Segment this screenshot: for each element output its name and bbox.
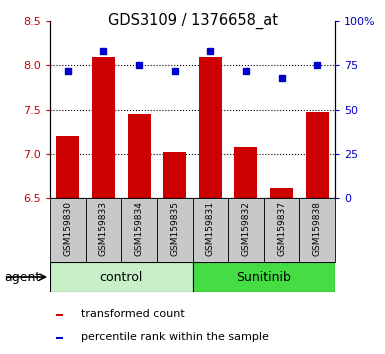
Bar xyxy=(270,188,293,198)
Bar xyxy=(121,198,157,262)
Text: GSM159838: GSM159838 xyxy=(313,201,321,256)
Bar xyxy=(92,57,115,198)
Text: GSM159834: GSM159834 xyxy=(135,201,144,256)
Bar xyxy=(56,314,63,316)
Bar xyxy=(192,198,228,262)
Text: percentile rank within the sample: percentile rank within the sample xyxy=(81,332,269,342)
Bar xyxy=(306,112,329,198)
Text: transformed count: transformed count xyxy=(81,309,185,319)
Text: control: control xyxy=(100,270,143,284)
Text: GDS3109 / 1376658_at: GDS3109 / 1376658_at xyxy=(107,12,278,29)
Text: GSM159833: GSM159833 xyxy=(99,201,108,256)
Bar xyxy=(234,147,258,198)
Text: GSM159830: GSM159830 xyxy=(64,201,72,256)
Bar xyxy=(199,57,222,198)
Bar xyxy=(85,198,121,262)
Text: GSM159832: GSM159832 xyxy=(241,201,250,256)
Bar xyxy=(228,198,264,262)
Bar xyxy=(163,152,186,198)
Bar xyxy=(50,262,192,292)
Bar xyxy=(192,262,335,292)
Bar xyxy=(50,198,85,262)
Bar xyxy=(56,337,63,339)
Text: GSM159835: GSM159835 xyxy=(170,201,179,256)
Bar xyxy=(56,136,79,198)
Bar xyxy=(157,198,192,262)
Bar xyxy=(300,198,335,262)
Bar xyxy=(127,114,151,198)
Bar xyxy=(264,198,300,262)
Text: GSM159831: GSM159831 xyxy=(206,201,215,256)
Text: agent: agent xyxy=(4,270,40,284)
Text: Sunitinib: Sunitinib xyxy=(236,270,291,284)
Text: GSM159837: GSM159837 xyxy=(277,201,286,256)
